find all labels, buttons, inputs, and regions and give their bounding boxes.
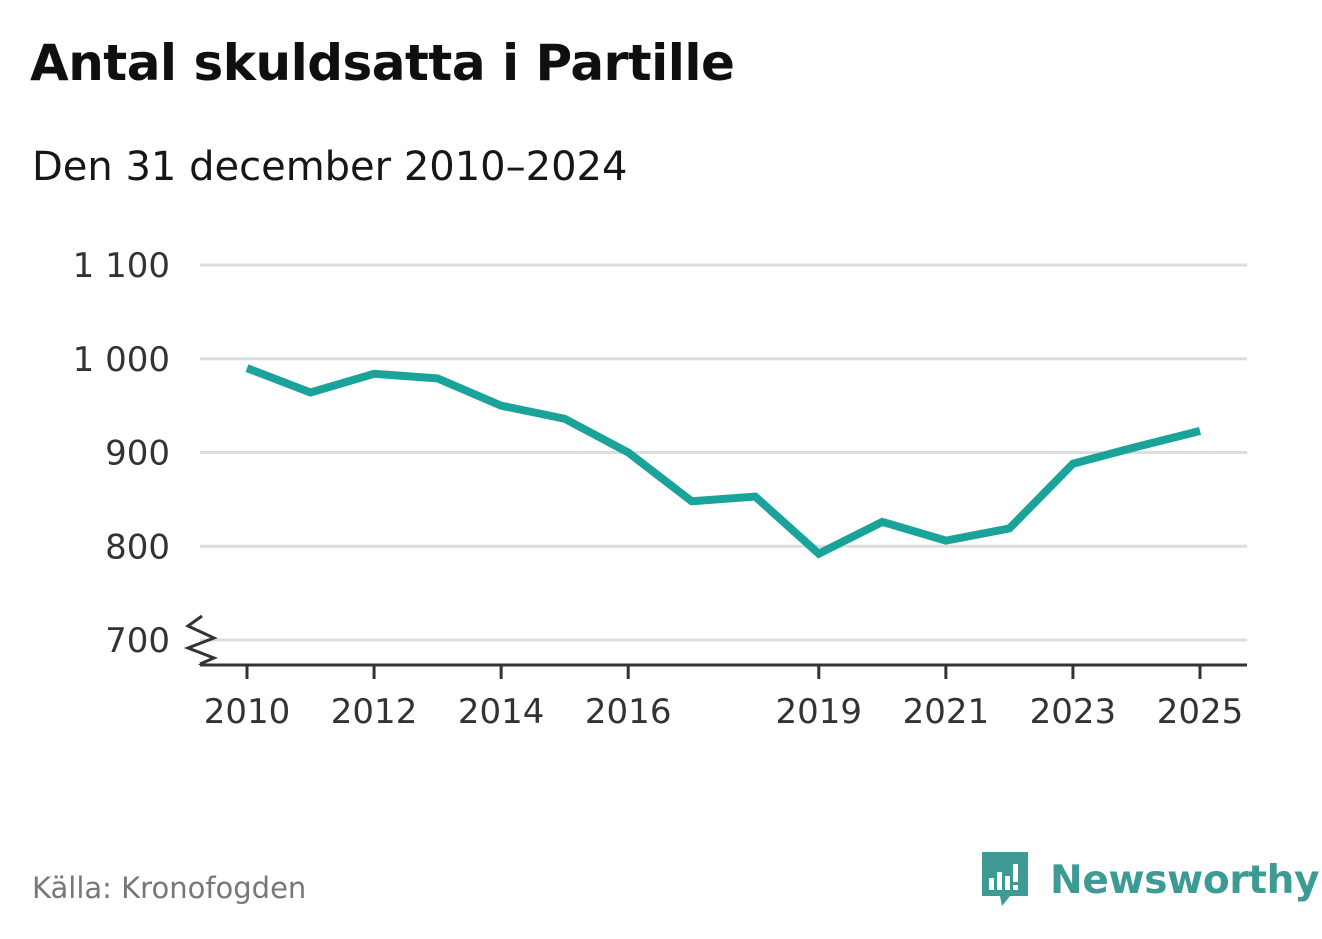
- x-tick-label: 2023: [1030, 692, 1117, 732]
- source-note: Källa: Kronofogden: [32, 871, 307, 905]
- data-point: [1005, 524, 1013, 532]
- x-axis-labels: 2010 2012 2014 2016 2019 2021 2023 2025: [204, 665, 1244, 732]
- y-tick-label: 800: [105, 527, 170, 567]
- data-point: [497, 402, 505, 410]
- data-point: [688, 497, 696, 505]
- data-point: [624, 449, 632, 457]
- data-point: [1069, 460, 1077, 468]
- y-tick-label: 1 100: [73, 246, 170, 286]
- x-tick-label: 2021: [903, 692, 990, 732]
- chart-title: Antal skuldsatta i Partille: [30, 34, 735, 92]
- data-point: [815, 550, 823, 558]
- y-tick-label: 700: [105, 621, 170, 661]
- x-tick-label: 2012: [331, 692, 418, 732]
- data-point: [1196, 427, 1204, 435]
- gridlines: [200, 263, 1247, 642]
- x-tick-label: 2010: [204, 692, 291, 732]
- data-point: [307, 389, 315, 397]
- series-line: Antal skuldsatta: [245, 364, 1201, 559]
- y-tick-label: 1 000: [73, 340, 170, 380]
- axis-break-marker: [183, 614, 218, 666]
- x-tick-label: 2014: [458, 692, 545, 732]
- data-point: [1132, 443, 1140, 451]
- y-tick-label: 900: [105, 434, 170, 474]
- y-axis-labels: 700 800 900 1 000 1 100: [73, 246, 170, 661]
- series-layer: Antal skuldsatta: [243, 364, 1204, 559]
- newsworthy-logo-icon: [982, 852, 1028, 906]
- brand-name: Newsworthy: [1050, 857, 1320, 903]
- data-point: [243, 364, 251, 372]
- data-point: [878, 518, 886, 526]
- x-tick-label: 2016: [585, 692, 672, 732]
- x-tick-label: 2025: [1157, 692, 1244, 732]
- data-point: [561, 415, 569, 423]
- x-tick-label: 2019: [776, 692, 863, 732]
- brand-logo: Newsworthy: [980, 850, 1320, 910]
- data-point: [751, 493, 759, 501]
- data-point: [370, 370, 378, 378]
- data-point: [434, 374, 442, 382]
- chart-subtitle: Den 31 december 2010–2024: [32, 144, 628, 190]
- data-point: [942, 537, 950, 545]
